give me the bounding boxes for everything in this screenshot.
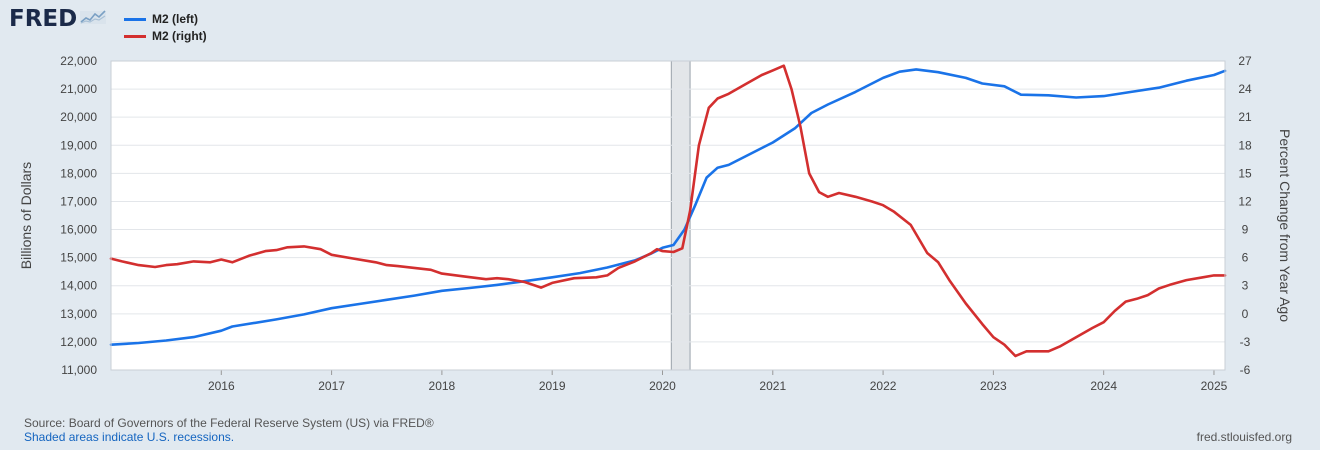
x-tick-label: 2018 xyxy=(429,379,456,393)
chart-trend-icon xyxy=(80,9,107,30)
left-tick-label: 15,000 xyxy=(60,251,97,265)
right-tick-label: -3 xyxy=(1240,335,1251,349)
left-tick-label: 17,000 xyxy=(60,194,97,208)
chart-footer: Source: Board of Governors of the Federa… xyxy=(0,412,1320,450)
recession-note-link[interactable]: Shaded areas indicate U.S. recessions. xyxy=(24,430,235,444)
right-tick-label: -6 xyxy=(1240,363,1251,377)
right-tick-label: 24 xyxy=(1238,82,1252,96)
left-axis-title: Billions of Dollars xyxy=(18,162,34,269)
legend-swatch-left xyxy=(124,18,146,21)
left-tick-label: 11,000 xyxy=(61,363,97,377)
x-tick-label: 2022 xyxy=(870,379,897,393)
right-axis-ticks: -6 -3 0 3 6 9 12 15 18 21 24 27 xyxy=(1238,54,1252,377)
right-tick-label: 27 xyxy=(1238,54,1252,68)
legend-item-m2-left[interactable]: M2 (left) xyxy=(124,11,207,28)
recession-shade-0 xyxy=(670,60,691,371)
fred-logo[interactable]: FRED xyxy=(9,6,107,32)
series-line-m2-left[interactable] xyxy=(109,68,1227,346)
site-link[interactable]: fred.stlouisfed.org xyxy=(1196,430,1292,444)
right-axis-title: Percent Change from Year Ago xyxy=(1277,129,1293,322)
left-tick-label: 22,000 xyxy=(60,54,97,68)
legend-label-left: M2 (left) xyxy=(152,12,198,26)
x-tick-label: 2025 xyxy=(1201,379,1228,393)
plot-background xyxy=(111,61,1225,370)
recession-layer xyxy=(670,60,691,371)
plot-border xyxy=(110,60,1226,371)
left-axis-ticks: 11,000 12,000 13,000 14,000 15,000 16,000 17,0… xyxy=(60,54,97,377)
right-tick-label: 0 xyxy=(1242,307,1249,321)
x-axis-ticks: 2016 2017 2018 2019 2020 2021 2022 2023 2024 2025 xyxy=(208,370,1228,393)
legend-swatch-right xyxy=(124,35,146,38)
chart-area[interactable]: 11,000 12,000 13,000 14,000 15,000 16,000 17,0… xyxy=(0,0,1320,412)
x-tick-label: 2024 xyxy=(1090,379,1117,393)
left-tick-label: 18,000 xyxy=(60,166,97,180)
x-tick-label: 2023 xyxy=(980,379,1007,393)
right-tick-label: 15 xyxy=(1238,166,1252,180)
fred-logo-text: FRED xyxy=(9,6,78,32)
right-tick-label: 9 xyxy=(1242,223,1249,237)
right-tick-label: 18 xyxy=(1238,138,1252,152)
x-tick-label: 2016 xyxy=(208,379,235,393)
left-tick-label: 19,000 xyxy=(60,138,97,152)
right-tick-label: 12 xyxy=(1238,194,1252,208)
left-tick-label: 12,000 xyxy=(60,335,97,349)
left-tick-label: 20,000 xyxy=(60,110,97,124)
series-line-m2-right[interactable] xyxy=(109,64,1227,358)
legend-label-right: M2 (right) xyxy=(152,29,207,43)
right-tick-label: 6 xyxy=(1242,251,1249,265)
x-tick-label: 2021 xyxy=(759,379,786,393)
source-note: Source: Board of Governors of the Federa… xyxy=(24,416,434,430)
right-tick-label: 3 xyxy=(1242,279,1249,293)
x-tick-label: 2017 xyxy=(318,379,345,393)
left-tick-label: 14,000 xyxy=(60,279,97,293)
x-tick-label: 2020 xyxy=(649,379,676,393)
right-tick-label: 21 xyxy=(1238,110,1252,124)
series-layer xyxy=(109,64,1227,358)
chart-header: FRED M2 (left) M2 (right) xyxy=(0,0,1320,50)
legend-item-m2-right[interactable]: M2 (right) xyxy=(124,28,207,45)
chart-legend: M2 (left) M2 (right) xyxy=(124,11,207,45)
left-tick-label: 13,000 xyxy=(60,307,97,321)
x-tick-label: 2019 xyxy=(539,379,566,393)
left-tick-label: 16,000 xyxy=(60,223,97,237)
left-tick-label: 21,000 xyxy=(60,82,97,96)
